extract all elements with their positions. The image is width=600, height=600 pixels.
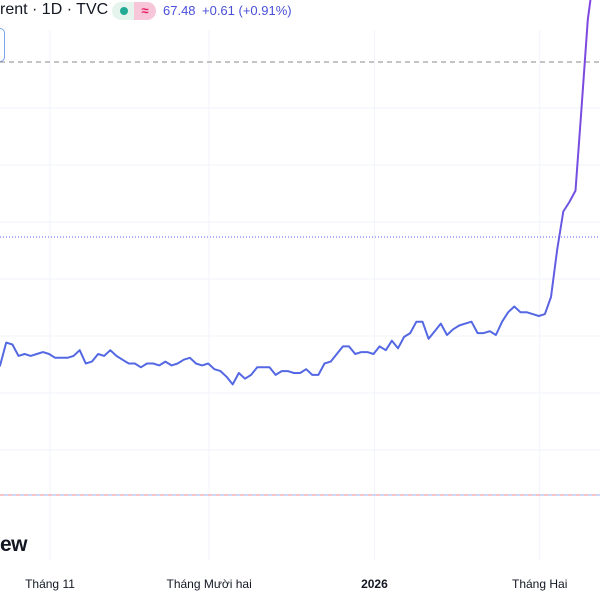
price-levels (0, 61, 600, 496)
x-tick-label: Tháng Hai (512, 577, 567, 591)
chart-header: rent · 1D · TVC ≈ 67.48 +0.61 (+0.91%) (0, 0, 600, 24)
market-status-badge[interactable] (112, 2, 134, 20)
last-price: 67.48 (163, 3, 196, 18)
x-tick-label: Tháng 11 (25, 577, 75, 591)
price-series (0, 0, 592, 386)
market-open-dot-icon (120, 7, 128, 15)
chart-grid (0, 30, 600, 560)
symbol-title[interactable]: rent · 1D · TVC (0, 1, 109, 18)
x-tick-label: Tháng Mười hai (167, 577, 252, 591)
tradingview-logo: ew (0, 533, 28, 556)
wave-icon[interactable]: ≈ (134, 2, 156, 20)
price-line (0, 0, 592, 386)
price-change: +0.61 (+0.91%) (202, 3, 292, 18)
x-tick-label: 2026 (361, 577, 388, 591)
